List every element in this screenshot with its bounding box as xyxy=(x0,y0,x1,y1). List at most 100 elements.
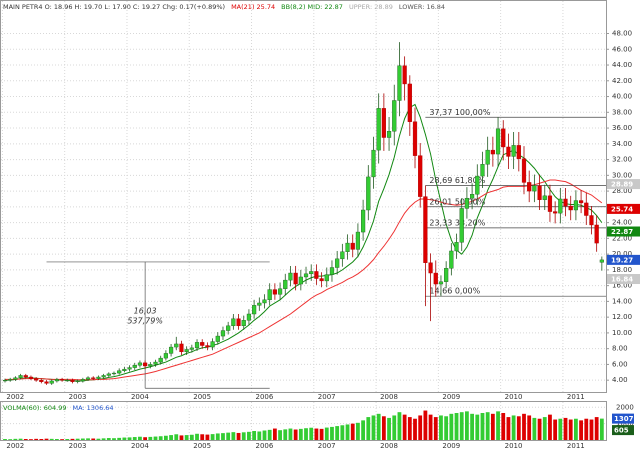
volume-bar xyxy=(101,438,106,440)
x-tick-label: 2002 xyxy=(6,442,24,450)
candle-body xyxy=(122,368,127,371)
volume-bar xyxy=(210,434,215,440)
candle-body xyxy=(402,65,407,85)
y-tick-label: 4.00 xyxy=(612,376,628,384)
y-tick-label: 38.00 xyxy=(612,108,632,116)
volume-bar xyxy=(376,413,381,440)
volume-bar xyxy=(138,436,142,440)
candle-body xyxy=(210,341,215,348)
candle-body xyxy=(407,83,412,122)
volume-bar xyxy=(516,416,521,440)
price-badge-label: 22.87 xyxy=(611,228,633,236)
volume-bar xyxy=(350,423,355,440)
volume-bar xyxy=(366,417,371,440)
candle-body xyxy=(283,279,288,289)
candle-body xyxy=(75,380,80,382)
candle-body xyxy=(137,362,143,366)
candle-body xyxy=(553,211,558,214)
volume-header-item: VOLMA(60): 604.99 xyxy=(3,404,66,412)
candle-body xyxy=(324,274,329,282)
candle-body xyxy=(381,108,386,138)
candle-body xyxy=(376,108,381,151)
volume-badge xyxy=(612,413,634,424)
volume-bar xyxy=(158,436,163,440)
candle-body xyxy=(459,208,464,243)
volume-bar xyxy=(215,433,220,440)
candle-body xyxy=(293,272,298,285)
volume-bar xyxy=(132,437,137,440)
x-tick-label: 2009 xyxy=(442,393,460,401)
x-tick-label: 2008 xyxy=(380,442,398,450)
volume-bar xyxy=(418,415,423,440)
y-tick-label: 16.00 xyxy=(612,282,632,290)
volume-bar xyxy=(283,429,288,440)
candle-body xyxy=(371,149,376,178)
price-badge-label: 19.27 xyxy=(611,256,633,264)
volume-badge-label: 605 xyxy=(614,427,629,435)
volume-bar xyxy=(480,413,485,440)
y-tick-label: 8.00 xyxy=(612,345,628,353)
volume-bar xyxy=(506,417,511,440)
candle-body xyxy=(101,375,106,378)
candle-body xyxy=(412,121,418,156)
candle-body xyxy=(18,375,23,379)
candle-body xyxy=(220,330,226,337)
candle-body xyxy=(335,258,340,268)
price-badge xyxy=(607,254,640,265)
volume-bar xyxy=(490,413,495,440)
volume-tick-label: 2000 xyxy=(616,403,634,411)
volume-bar xyxy=(267,429,272,440)
candle-body xyxy=(267,289,272,301)
volume-bar xyxy=(594,417,599,440)
header-item: UPPER: 28.89 xyxy=(349,3,393,11)
candle-body xyxy=(65,379,70,382)
volume-bar xyxy=(298,428,303,440)
candle-body xyxy=(501,128,506,148)
volume-bar xyxy=(143,437,148,440)
candle-body xyxy=(589,215,594,226)
candle-body xyxy=(231,318,236,327)
volume-bar xyxy=(324,427,329,440)
price-badge xyxy=(607,226,640,237)
price-badge-label: 28.89 xyxy=(611,181,633,189)
volume-bar xyxy=(252,431,257,440)
y-tick-label: 18.00 xyxy=(612,266,632,274)
candle-body xyxy=(179,343,184,353)
candle-body xyxy=(174,343,179,348)
candle-body xyxy=(215,335,220,342)
measure-change: 16,03 xyxy=(134,307,157,316)
volume-bar xyxy=(86,438,90,440)
x-tick-label: 2004 xyxy=(131,393,149,401)
candle-body xyxy=(444,268,449,282)
volume-bar xyxy=(200,434,205,440)
y-tick-label: 36.00 xyxy=(612,124,632,132)
candle-body xyxy=(34,378,39,381)
candle-body xyxy=(366,176,371,211)
candle-body xyxy=(599,259,604,263)
volume-bar xyxy=(117,437,122,440)
volume-bar xyxy=(75,438,80,440)
candle-body xyxy=(28,376,34,379)
candle-body xyxy=(563,198,568,207)
x-tick-label: 2004 xyxy=(131,442,149,450)
candle-body xyxy=(272,289,277,295)
y-tick-label: 12.00 xyxy=(612,313,632,321)
x-tick-label: 2011 xyxy=(567,442,585,450)
fib-label: 23,33 38,20% xyxy=(429,218,485,227)
volume-bar xyxy=(454,413,459,440)
volume-bar xyxy=(96,438,101,440)
volume-bar xyxy=(288,428,293,440)
candle-body xyxy=(127,367,132,370)
volume-bar xyxy=(501,413,506,440)
volume-bar xyxy=(568,419,573,440)
candle-body xyxy=(59,379,65,381)
indicator-line xyxy=(5,103,603,382)
candle-body xyxy=(252,305,257,315)
x-tick-label: 2003 xyxy=(69,442,87,450)
price-badge xyxy=(607,274,640,285)
x-tick-label: 2006 xyxy=(256,442,274,450)
candle-body xyxy=(527,182,532,192)
volume-bar xyxy=(112,438,116,440)
candle-body xyxy=(475,175,480,195)
candle-body xyxy=(39,379,44,382)
